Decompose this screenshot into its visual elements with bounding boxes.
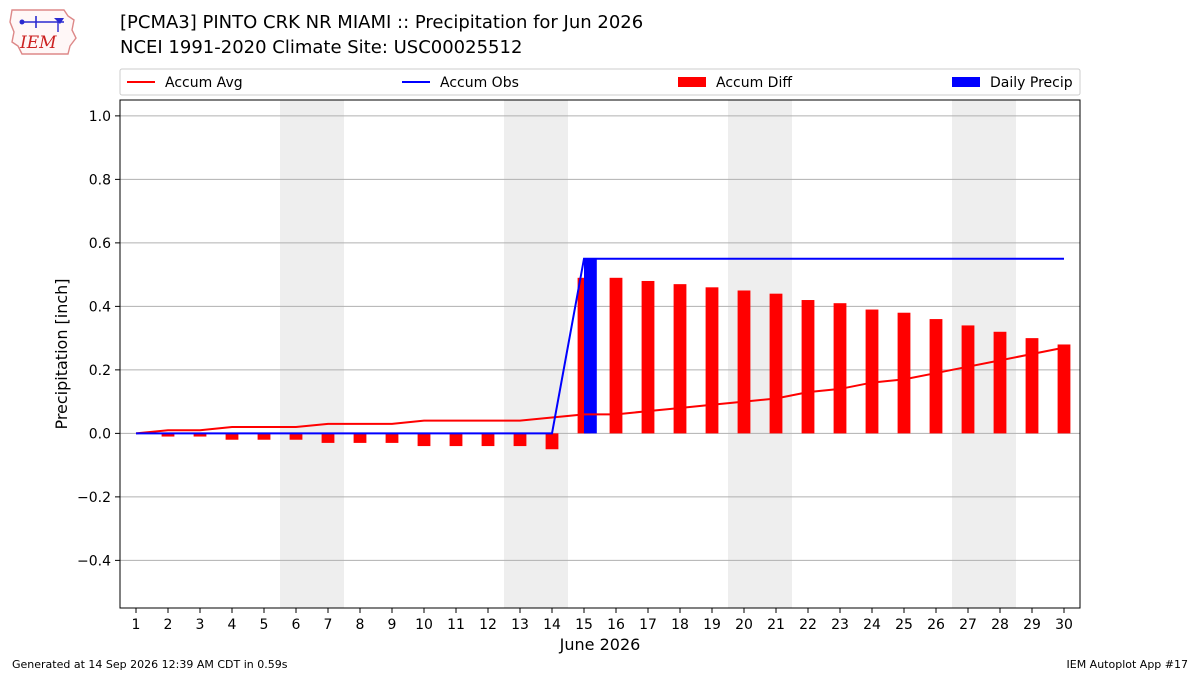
plot-frame — [119, 99, 1081, 609]
x-tick-label: 9 — [388, 617, 397, 633]
x-tick-label: 25 — [895, 617, 913, 633]
accum-diff-bar — [1025, 338, 1039, 434]
x-tick-label: 14 — [543, 617, 561, 633]
x-tick-label: 20 — [735, 617, 753, 633]
legend-label-accum-avg: Accum Avg — [165, 75, 243, 91]
accum-diff-bar — [705, 287, 719, 434]
x-tick-label: 21 — [767, 617, 785, 633]
y-tick-label: −0.4 — [77, 553, 111, 569]
x-axis-ticks: 1 2 3 4 5 6 7 8 9 10 11 12 13 14 15 16 17 18 19 20 21 22 23 24 2… — [132, 608, 1073, 633]
y-tick-label: 0.4 — [89, 299, 111, 315]
accum-diff-bar — [1057, 344, 1071, 434]
accum-diff-bar — [609, 277, 623, 434]
x-tick-label: 7 — [324, 617, 333, 633]
lines — [135, 257, 1065, 435]
y-tick-label: 0.0 — [89, 426, 111, 442]
x-tick-label: 13 — [511, 617, 529, 633]
x-tick-label: 16 — [607, 617, 625, 633]
accum-diff-bar — [833, 303, 847, 434]
app-label: IEM Autoplot App #17 — [1066, 658, 1189, 671]
x-tick-label: 23 — [831, 617, 849, 633]
x-tick-label: 19 — [703, 617, 721, 633]
accum-diff-bar — [641, 280, 655, 434]
x-tick-label: 6 — [292, 617, 301, 633]
x-tick-label: 30 — [1055, 617, 1073, 633]
x-tick-label: 17 — [639, 617, 657, 633]
accum-obs-line — [136, 257, 1064, 435]
accum-diff-bar — [289, 433, 303, 440]
accum-avg-line — [135, 346, 1065, 435]
accum-diff-bar — [513, 433, 527, 447]
x-tick-label: 15 — [575, 617, 593, 633]
x-tick-label: 18 — [671, 617, 689, 633]
x-tick-label: 8 — [356, 617, 365, 633]
bars — [161, 258, 1071, 450]
accum-diff-bar — [673, 284, 687, 434]
legend-box — [119, 68, 1081, 96]
legend: Accum Avg Accum Obs Accum Diff Daily Precip — [119, 68, 1081, 96]
legend-label-daily-precip: Daily Precip — [990, 75, 1073, 91]
x-tick-label: 2 — [164, 617, 173, 633]
accum-diff-bar — [321, 433, 335, 443]
accum-diff-bar — [545, 433, 559, 450]
accum-diff-bar — [193, 433, 207, 437]
legend-swatch-daily-precip — [952, 77, 980, 87]
accum-diff-bar — [929, 319, 943, 434]
daily-precip-bar — [584, 258, 597, 434]
weekend-band-14 — [536, 100, 568, 608]
legend-label-accum-diff: Accum Diff — [716, 75, 792, 91]
y-tick-label: −0.2 — [77, 490, 111, 506]
weather-station-icon — [19, 16, 64, 32]
accum-diff-bar — [801, 300, 815, 434]
x-tick-label: 22 — [799, 617, 817, 633]
y-tick-label: 1.0 — [89, 109, 111, 125]
x-tick-label: 4 — [228, 617, 237, 633]
x-tick-label: 3 — [196, 617, 205, 633]
weekend-band-7 — [312, 100, 344, 608]
y-axis-label: Precipitation [inch] — [52, 278, 71, 429]
x-tick-label: 1 — [132, 617, 141, 633]
accum-diff-bar — [961, 325, 975, 434]
x-tick-label: 12 — [479, 617, 497, 633]
accum-diff-bar — [737, 290, 751, 434]
weekend-band-13 — [504, 100, 536, 608]
generated-timestamp: Generated at 14 Sep 2026 12:39 AM CDT in… — [12, 658, 288, 671]
accum-diff-bar — [481, 433, 495, 447]
x-tick-label: 26 — [927, 617, 945, 633]
y-tick-label: 0.8 — [89, 172, 111, 188]
accum-diff-bar — [865, 309, 879, 434]
x-axis-label: June 2026 — [559, 635, 641, 654]
accum-diff-bar — [257, 433, 271, 440]
accum-diff-bar — [449, 433, 463, 447]
iem-logo: IEM — [9, 9, 77, 55]
weekend-band-6 — [280, 100, 312, 608]
legend-label-accum-obs: Accum Obs — [440, 75, 519, 91]
weekend-shading — [280, 100, 1016, 608]
x-tick-label: 10 — [415, 617, 433, 633]
x-tick-label: 27 — [959, 617, 977, 633]
accum-diff-bar — [897, 312, 911, 434]
logo-text: IEM — [19, 33, 57, 53]
accum-diff-bar — [417, 433, 431, 447]
accum-diff-bar — [385, 433, 399, 443]
legend-swatch-accum-diff — [678, 77, 706, 87]
accum-diff-bar — [769, 293, 783, 434]
y-tick-label: 0.2 — [89, 363, 111, 379]
x-tick-label: 5 — [260, 617, 269, 633]
accum-diff-bar — [161, 433, 175, 437]
chart-subtitle: NCEI 1991-2020 Climate Site: USC00025512 — [120, 37, 523, 58]
accum-diff-bar — [353, 433, 367, 443]
y-tick-label: 0.6 — [89, 236, 111, 252]
x-tick-label: 29 — [1023, 617, 1041, 633]
y-axis-ticks: −0.4 −0.2 0.0 0.2 0.4 0.6 0.8 1.0 — [77, 109, 120, 569]
chart-title: [PCMA3] PINTO CRK NR MIAMI :: Precipitat… — [120, 12, 644, 33]
x-tick-label: 24 — [863, 617, 881, 633]
x-tick-label: 11 — [447, 617, 465, 633]
accum-diff-bar — [993, 331, 1007, 434]
accum-diff-bar — [225, 433, 239, 440]
x-tick-label: 28 — [991, 617, 1009, 633]
